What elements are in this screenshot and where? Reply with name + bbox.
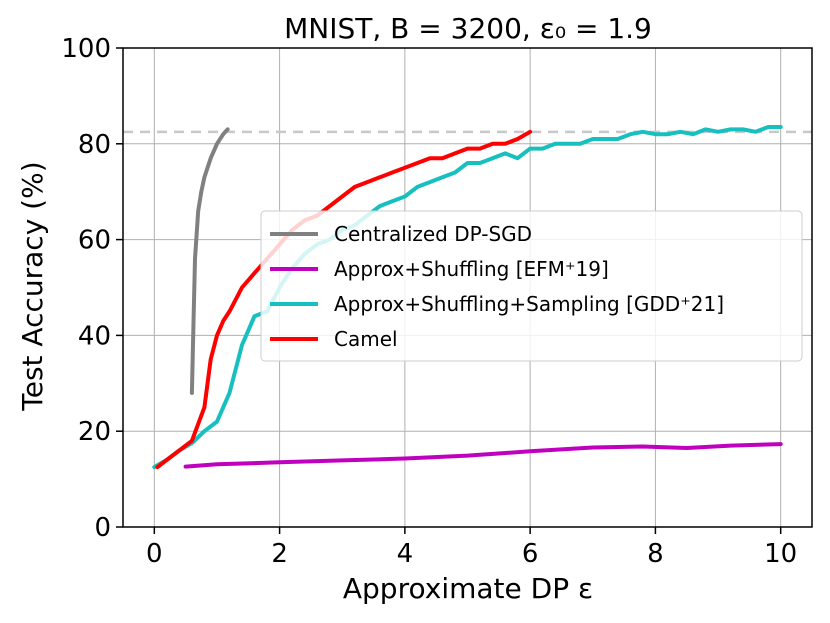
legend-box	[260, 210, 803, 362]
y-tick-label: 20	[78, 417, 111, 447]
legend-label-camel: Camel	[334, 327, 398, 351]
x-tick-label: 8	[647, 539, 664, 569]
y-tick-label: 40	[78, 321, 111, 351]
legend-label-approx-shuffling: Approx+Shuffling [EFM⁺19]	[334, 257, 609, 281]
x-tick-label: 10	[764, 539, 797, 569]
y-tick-label: 100	[61, 34, 111, 64]
legend-label-centralized: Centralized DP-SGD	[334, 222, 532, 246]
y-tick-label: 60	[78, 226, 111, 256]
series-line-approx-shuffling-efm-19	[183, 442, 783, 469]
y-tick-label: 80	[78, 130, 111, 160]
series-line-approx-shuffling-sampling-gdd-21	[152, 125, 783, 470]
legend-label-approx-shuffling-sampling: Approx+Shuffling+Sampling [GDD⁺21]	[334, 292, 724, 316]
series-line-centralized-dp-sgd	[189, 127, 230, 395]
x-tick-label: 2	[271, 539, 288, 569]
y-axis-label: Test Accuracy (%)	[16, 161, 49, 411]
legend: Centralized DP-SGD Approx+Shuffling [EFM…	[260, 210, 803, 362]
x-tick-label: 4	[397, 539, 414, 569]
plot-frame	[122, 47, 813, 528]
x-axis-label: Approximate DP ε	[343, 572, 593, 605]
series-line-camel	[155, 129, 533, 470]
y-tick-label: 0	[94, 513, 111, 543]
series-group	[152, 125, 783, 470]
x-tick-label: 6	[522, 539, 539, 569]
x-tick-label: 0	[146, 539, 163, 569]
chart-title: MNIST, B = 3200, ε₀ = 1.9	[284, 12, 652, 45]
